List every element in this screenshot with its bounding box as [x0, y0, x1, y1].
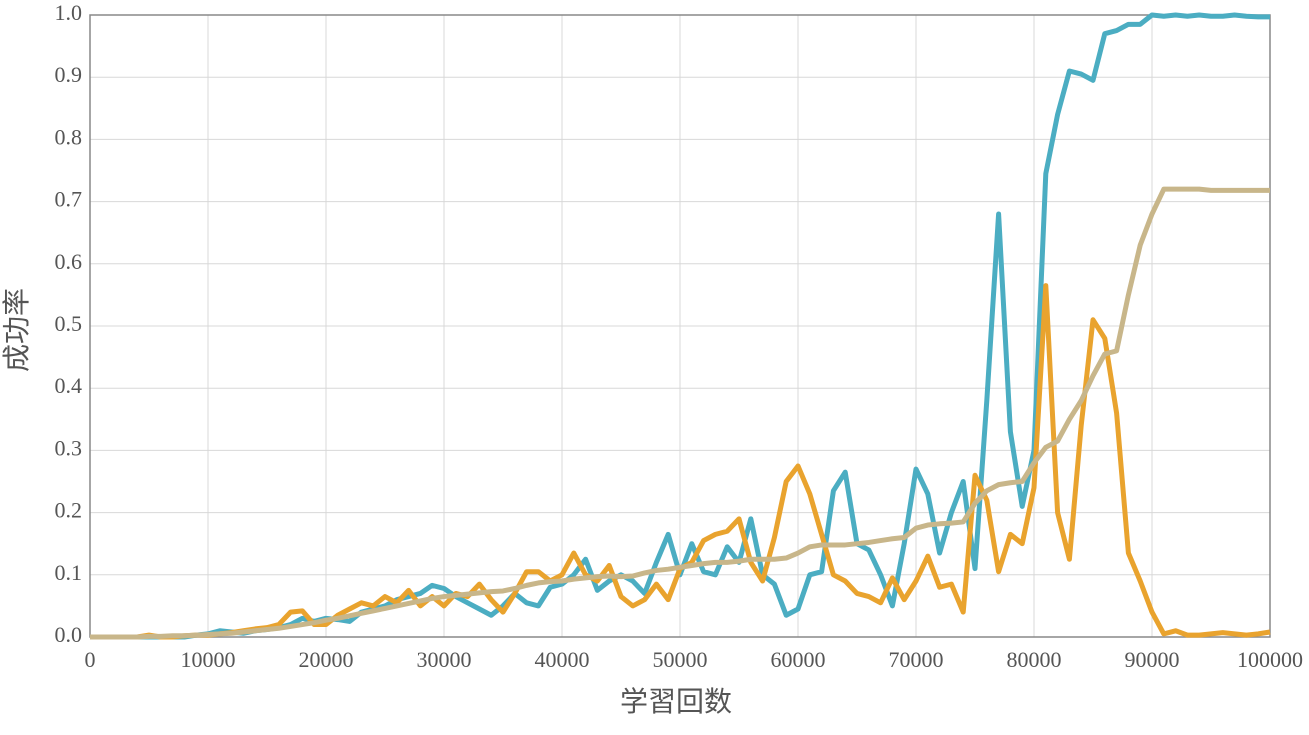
- x-tick-label: 80000: [1007, 647, 1062, 672]
- x-tick-label: 20000: [299, 647, 354, 672]
- y-tick-label: 0.7: [55, 187, 83, 212]
- x-tick-label: 10000: [181, 647, 236, 672]
- x-tick-label: 30000: [417, 647, 472, 672]
- y-tick-label: 0.5: [55, 311, 83, 336]
- data-line: [90, 186, 1270, 640]
- y-tick-label: 0.3: [55, 435, 83, 460]
- y-tick-label: 0.9: [55, 62, 83, 87]
- x-tick-label: 60000: [771, 647, 826, 672]
- y-tick-label: 0.8: [55, 124, 83, 149]
- y-tick-label: 0.4: [55, 373, 83, 398]
- y-tick-label: 0.2: [55, 498, 83, 523]
- y-axis-label: 成功率: [0, 288, 33, 372]
- y-tick-label: 1.0: [55, 0, 83, 25]
- plot-frame: [89, 14, 1271, 638]
- y-tick-label: 0.1: [55, 560, 83, 585]
- x-tick-label: 0: [85, 647, 96, 672]
- y-tick-label: 0.6: [55, 249, 83, 274]
- x-axis-label: 学習回数: [620, 685, 732, 718]
- y-tick-label: 0.0: [55, 622, 83, 647]
- x-tick-label: 90000: [1125, 647, 1180, 672]
- x-tick-label: 70000: [889, 647, 944, 672]
- x-tick-label: 50000: [653, 647, 708, 672]
- x-tick-label: 40000: [535, 647, 590, 672]
- x-tick-label: 100000: [1237, 647, 1303, 672]
